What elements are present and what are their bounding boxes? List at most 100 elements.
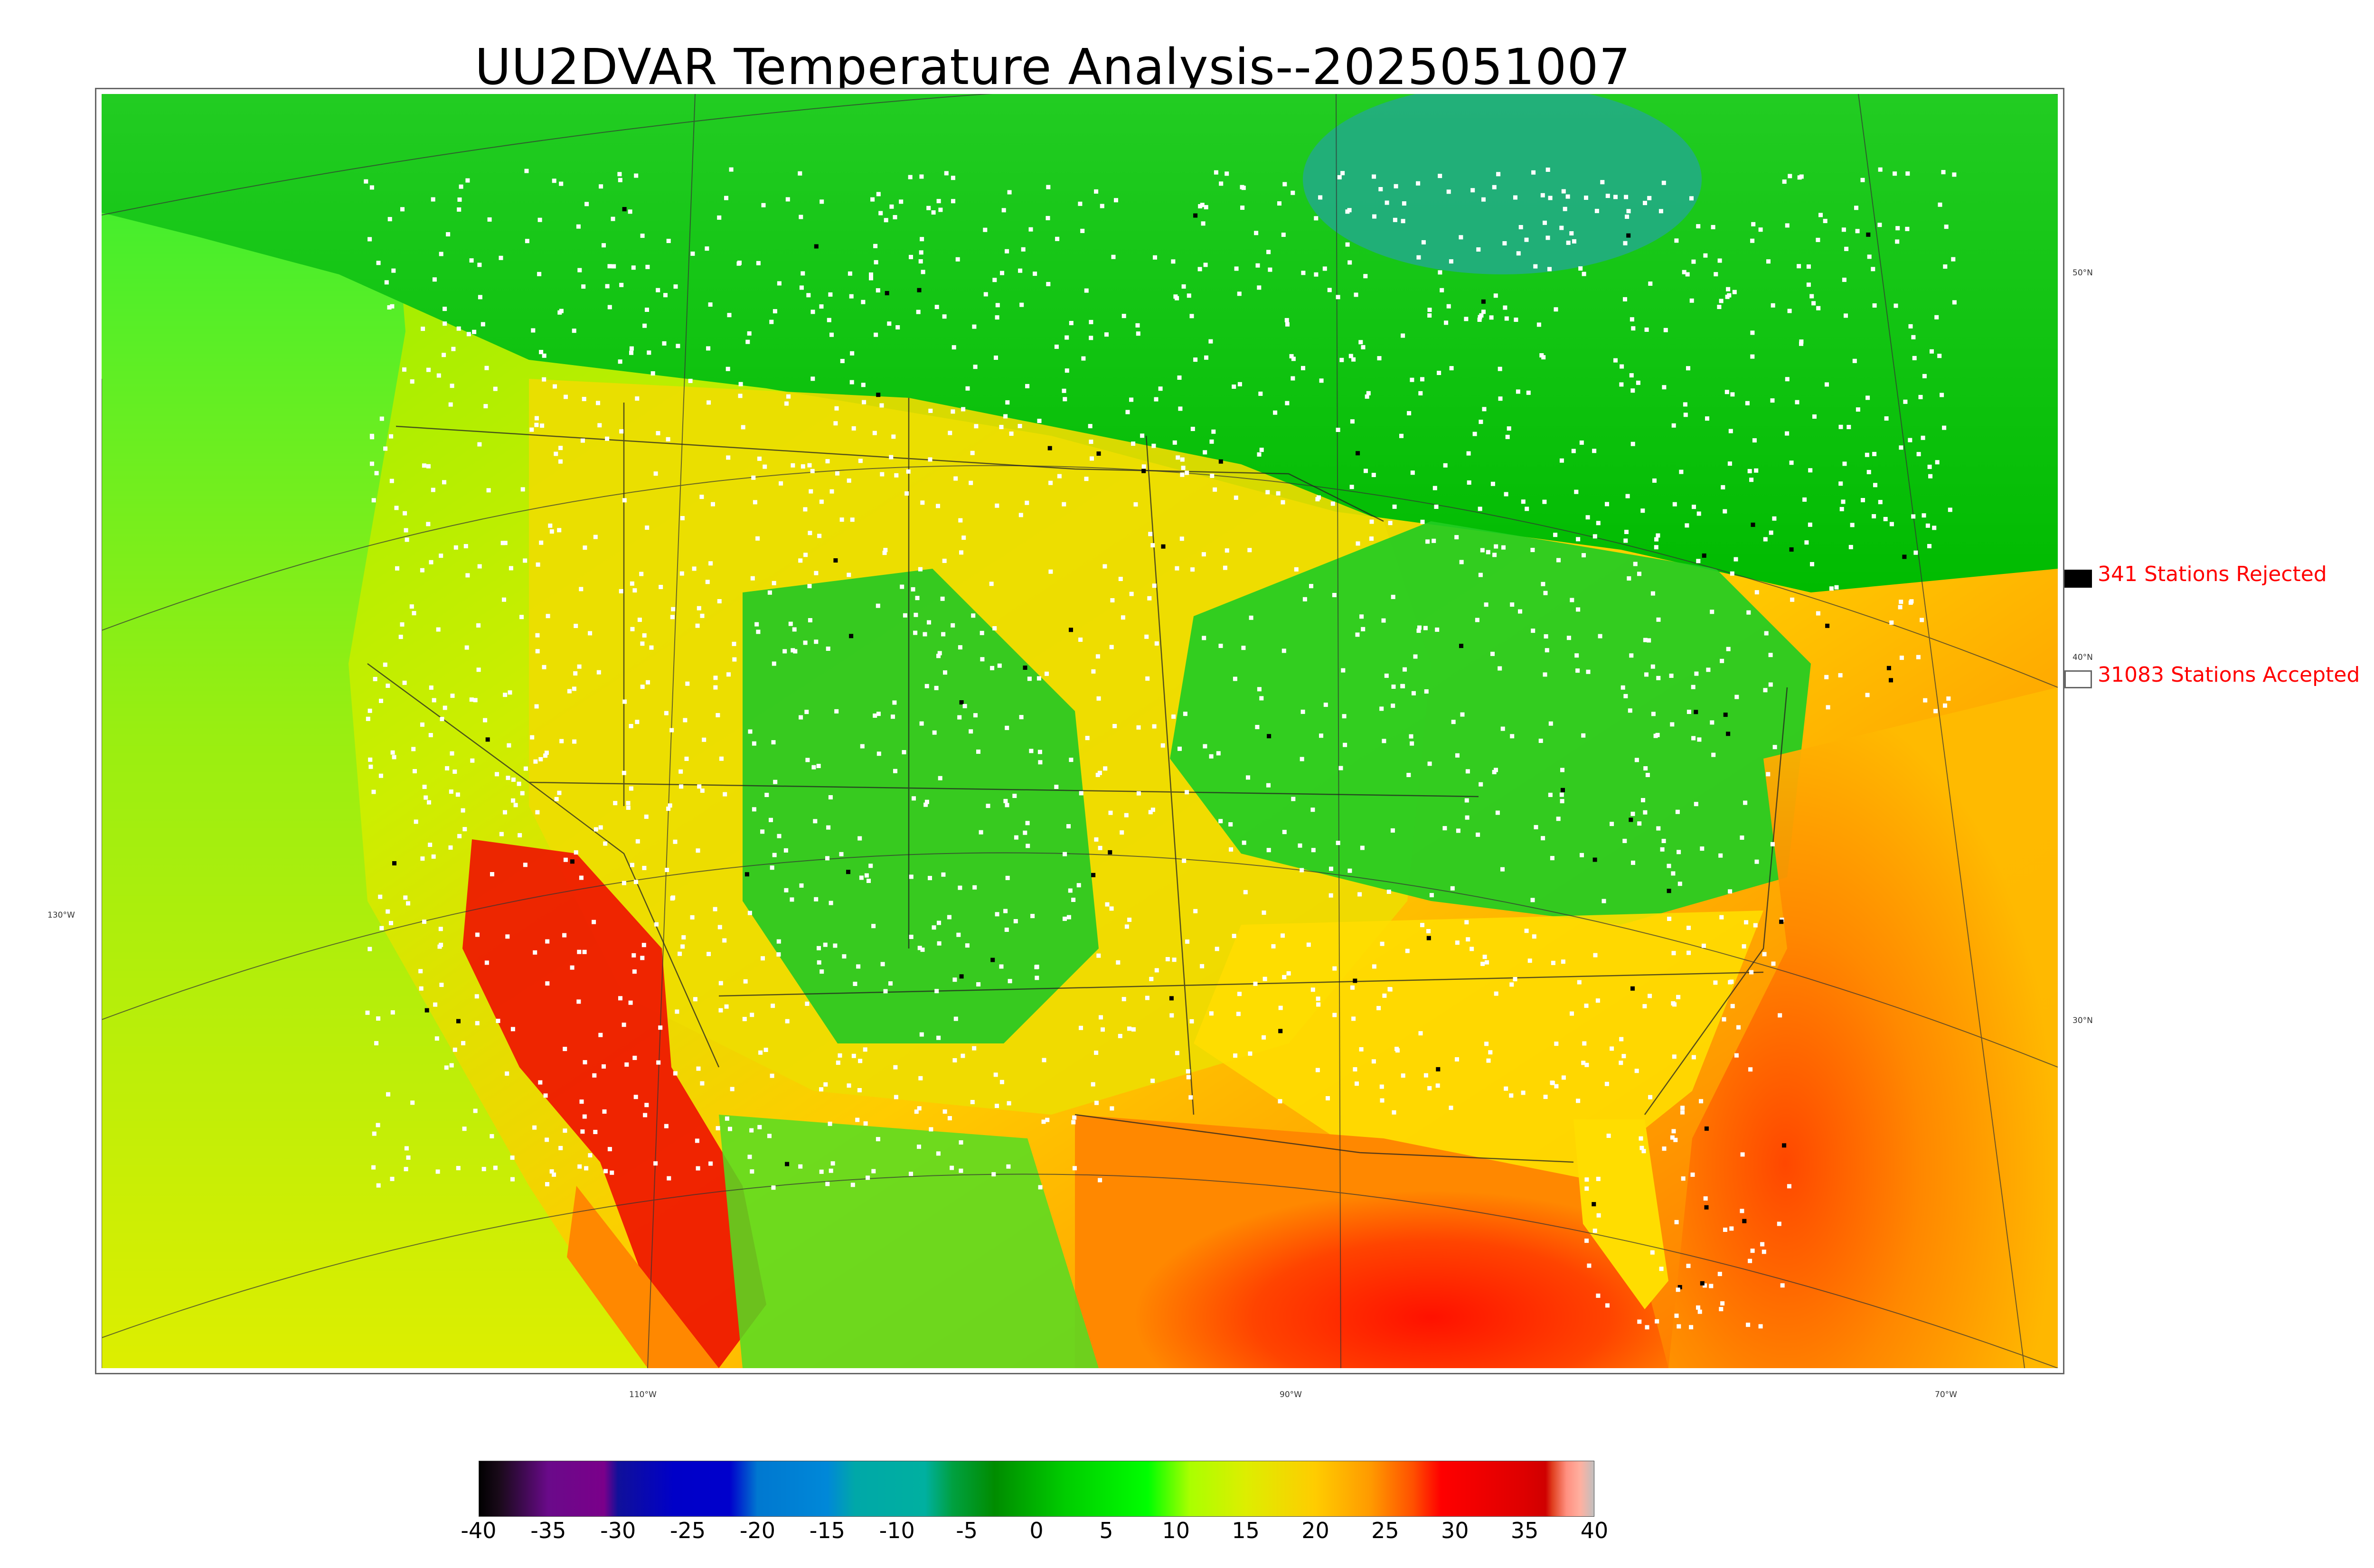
station-marker — [804, 710, 809, 714]
station-marker — [459, 184, 463, 189]
station-marker — [1359, 614, 1364, 619]
station-marker — [525, 239, 529, 244]
station-marker — [961, 407, 966, 412]
station-marker — [1257, 452, 1262, 457]
station-marker — [1124, 813, 1129, 817]
station-marker — [952, 1058, 957, 1062]
station-marker — [1631, 860, 1635, 865]
colorbar-tick: 30 — [1441, 1518, 1469, 1543]
station-marker — [576, 224, 581, 229]
station-marker — [1726, 732, 1731, 736]
station-marker — [431, 854, 436, 859]
station-marker — [819, 1087, 824, 1092]
station-marker — [871, 924, 876, 929]
station-marker — [1493, 293, 1498, 298]
station-marker — [1726, 647, 1731, 651]
station-marker — [1829, 586, 1834, 591]
station-marker — [1442, 826, 1447, 831]
station-marker — [1025, 384, 1030, 388]
station-marker — [549, 529, 554, 534]
station-marker — [702, 737, 707, 742]
station-marker — [1423, 626, 1428, 630]
station-marker — [1691, 685, 1696, 689]
station-marker — [1234, 495, 1238, 500]
station-marker — [937, 941, 942, 946]
station-marker — [513, 803, 518, 807]
station-marker — [537, 217, 542, 222]
station-marker — [466, 332, 471, 337]
temperature-map[interactable] — [102, 94, 2058, 1368]
station-marker — [1753, 923, 1758, 928]
station-marker — [1579, 440, 1584, 445]
station-marker — [387, 305, 392, 310]
station-marker — [1878, 500, 1883, 505]
station-marker — [876, 1137, 880, 1142]
station-marker — [1719, 299, 1724, 303]
station-marker — [1620, 364, 1624, 369]
station-marker — [919, 250, 923, 255]
station-marker — [602, 1109, 607, 1114]
station-marker — [583, 1060, 587, 1065]
station-marker — [442, 480, 446, 485]
station-marker — [390, 750, 395, 755]
station-marker — [716, 1126, 720, 1131]
station-marker — [1257, 285, 1262, 290]
station-marker — [912, 796, 916, 801]
station-marker — [413, 769, 417, 773]
station-marker — [1482, 407, 1487, 412]
station-marker — [629, 350, 633, 355]
station-marker — [1570, 1011, 1574, 1016]
station-marker — [786, 394, 791, 399]
station-marker — [1752, 438, 1757, 443]
station-marker — [1025, 821, 1030, 826]
station-marker — [790, 897, 794, 902]
station-marker — [1825, 623, 1830, 628]
station-marker — [833, 421, 838, 426]
station-marker — [1619, 1037, 1624, 1042]
station-marker — [828, 1121, 832, 1126]
station-marker — [1751, 522, 1755, 527]
station-marker — [1003, 909, 1008, 913]
station-marker — [1842, 277, 1846, 282]
station-marker — [876, 603, 880, 608]
station-marker — [1009, 432, 1014, 436]
station-marker — [395, 566, 399, 571]
station-marker — [936, 1035, 941, 1040]
station-marker — [1366, 391, 1371, 395]
station-marker — [455, 792, 460, 797]
station-marker — [1550, 856, 1554, 861]
station-marker — [452, 770, 457, 774]
station-marker — [713, 685, 718, 690]
station-marker — [1266, 848, 1271, 853]
station-marker — [422, 463, 426, 468]
station-marker — [523, 863, 528, 867]
station-marker — [1242, 840, 1246, 845]
station-marker — [1401, 333, 1405, 338]
station-marker — [1171, 714, 1176, 719]
station-marker — [747, 1155, 752, 1159]
station-marker — [411, 747, 416, 751]
station-marker — [1671, 951, 1676, 956]
station-marker — [951, 176, 955, 180]
station-marker — [1017, 424, 1022, 428]
station-marker — [476, 623, 481, 628]
station-marker — [1728, 889, 1733, 894]
station-marker — [1480, 961, 1485, 966]
station-marker — [779, 481, 783, 486]
station-marker — [1282, 975, 1287, 979]
station-marker — [1561, 959, 1565, 964]
station-marker — [420, 856, 425, 861]
station-marker — [756, 629, 761, 634]
station-marker — [538, 757, 543, 761]
colorbar-tick: 20 — [1301, 1518, 1329, 1543]
station-marker — [1721, 485, 1725, 489]
station-marker — [858, 1059, 863, 1063]
station-marker — [420, 568, 424, 573]
station-marker — [1838, 481, 1843, 486]
colorbar-tick: 35 — [1510, 1518, 1539, 1543]
station-marker — [593, 1130, 598, 1134]
station-marker — [1096, 451, 1101, 456]
station-marker — [1826, 705, 1830, 710]
station-marker — [572, 686, 576, 691]
station-marker — [1382, 993, 1387, 998]
